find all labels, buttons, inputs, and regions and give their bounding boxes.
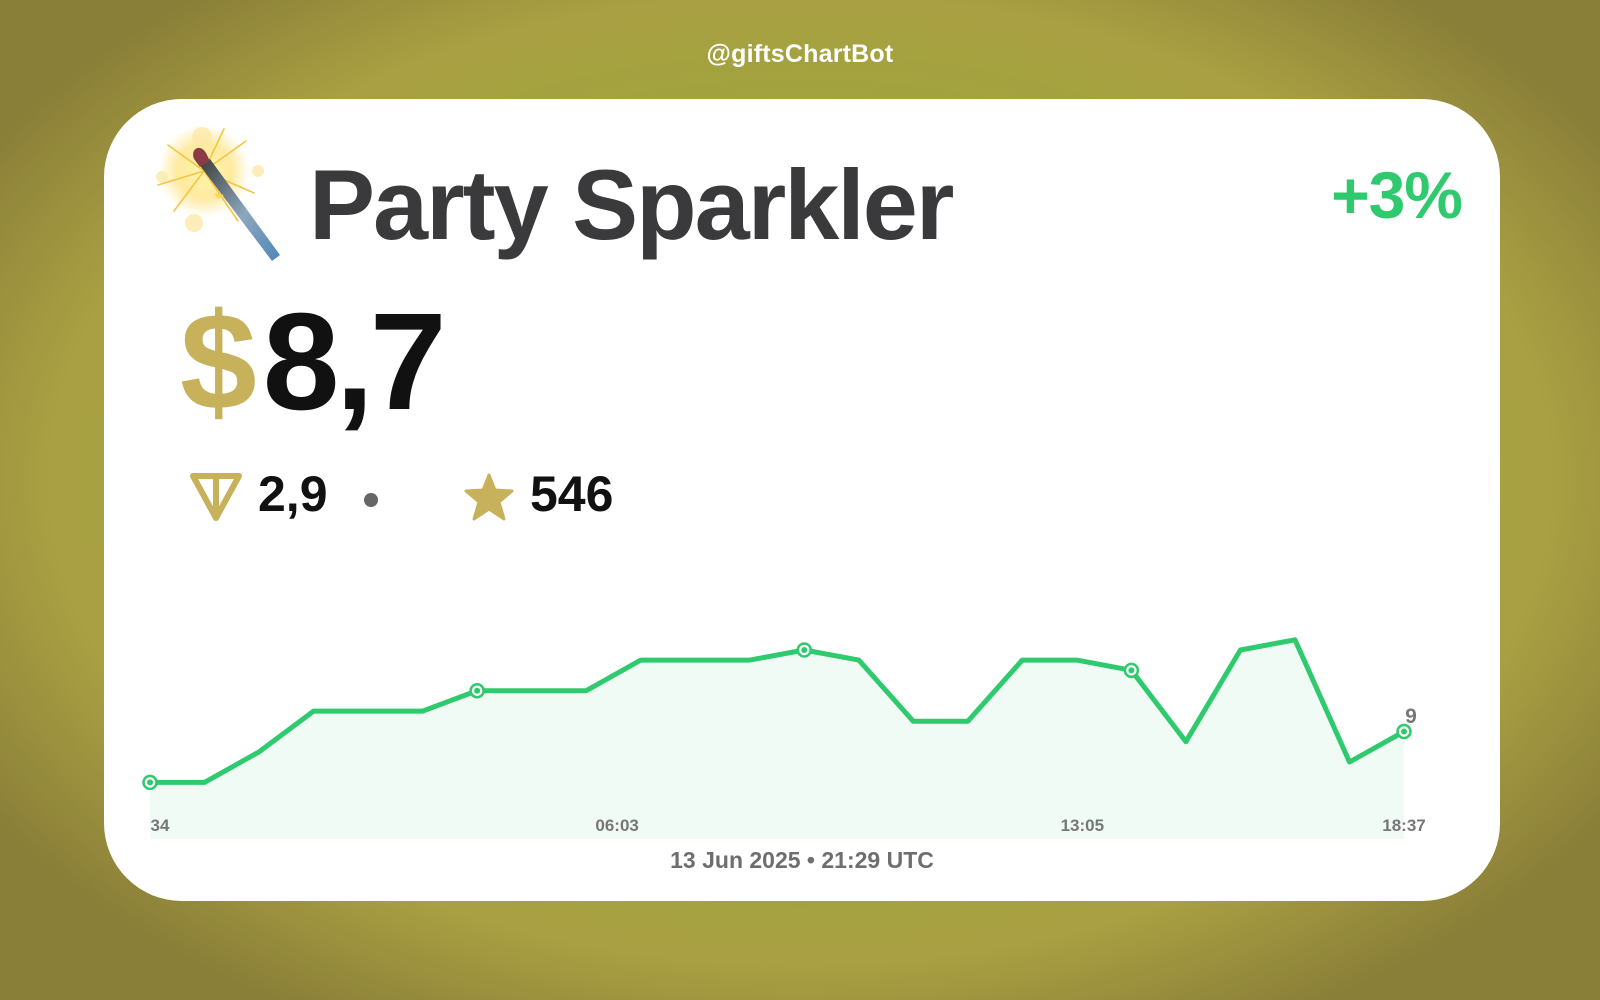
chart-point-center (801, 646, 808, 653)
star-icon (464, 473, 514, 521)
y-tick-label: 9 (1405, 705, 1417, 728)
chart-point-center (1128, 667, 1135, 674)
chart-point-center (1401, 728, 1407, 735)
dollar-sign-icon: $ (180, 285, 257, 439)
chart-point-center (147, 779, 153, 786)
x-tick-label: 18:37 (1382, 816, 1425, 835)
ton-icon (190, 473, 242, 521)
ton-price-value: 2,9 (258, 466, 328, 522)
price-change-badge: +3% (1331, 158, 1463, 232)
timestamp: 13 Jun 2025 • 21:29 UTC (670, 847, 934, 873)
chart-series-line (147, 637, 1407, 785)
usd-price: $8,7 (180, 285, 447, 439)
separator-dot (364, 493, 378, 507)
x-tick-label: 13:05 (1061, 816, 1104, 835)
star-price-value: 546 (530, 466, 614, 522)
bot-handle: @giftsChartBot (706, 40, 894, 68)
gift-title: Party Sparkler (309, 149, 954, 260)
chart-area-fill (150, 639, 1404, 839)
price-chart: 34 06:03 13:05 18:37 9 (142, 637, 1426, 839)
x-tick-label: 06:03 (595, 816, 638, 835)
x-tick-label: 34 (151, 816, 170, 835)
chart-point-center (474, 687, 481, 694)
sparkler-icon (156, 125, 280, 261)
gift-price-card: Party Sparkler +3% $8,7 2,9 546 34 06:03 1… (104, 99, 1500, 901)
usd-price-value: 8,7 (262, 285, 447, 439)
